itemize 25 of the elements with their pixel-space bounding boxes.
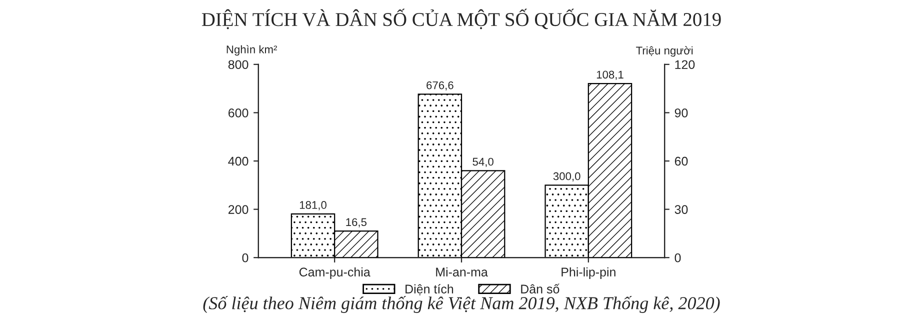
y2-tick-label: 120	[675, 60, 695, 70]
data-label: 108,1	[596, 70, 624, 80]
data-label: 181,0	[300, 201, 326, 210]
y-tick-label: 400	[228, 156, 248, 166]
y-tick-label: 200	[228, 205, 248, 214]
x-tick-label: Mi-an-ma	[436, 267, 488, 277]
data-label: 16,5	[346, 218, 367, 228]
x-tick-label: Phi-lip-pin	[562, 267, 616, 279]
legend-label: Diện tích	[406, 284, 454, 296]
y2-tick-label: 90	[674, 108, 688, 118]
y-tick-label: 600	[228, 108, 248, 118]
y2-tick-label: 0	[674, 253, 681, 262]
x-tick-label: Cam-pu-chia	[299, 267, 370, 279]
y2-tick-label: 30	[674, 205, 688, 214]
y-tick-label: 0	[242, 253, 248, 262]
chart-title: DIỆN TÍCH VÀ DÂN SỐ CỦA MỘT SỐ QUỐC GIA NĂM 2019	[202, 8, 721, 30]
data-label: 300,0	[553, 172, 580, 182]
legend-label: Dân số	[521, 284, 560, 294]
y2-axis-title: Triệu người	[636, 46, 693, 57]
data-label: 54,0	[472, 158, 494, 167]
y2-tick-label: 60	[674, 156, 688, 166]
y-tick-label: 800	[228, 60, 248, 70]
y-axis-title: Nghìn km²	[226, 45, 277, 56]
text: (Số liệu theo Niêm giám thống kê Việt Nam 2019, NXB Thống kê, 2020)	[203, 296, 720, 313]
data-label: 676,6	[426, 81, 454, 91]
